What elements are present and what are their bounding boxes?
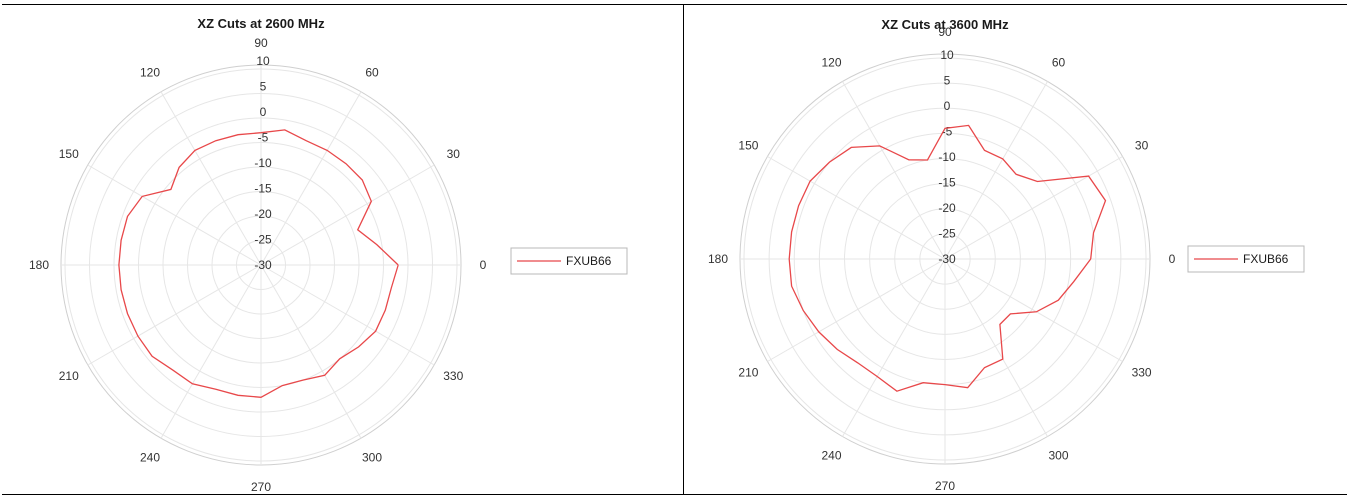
theta-tick-label: 300 xyxy=(1048,449,1068,463)
polar-spoke xyxy=(944,156,1123,260)
r-tick-label: -5 xyxy=(942,124,953,138)
r-tick-label: -30 xyxy=(254,258,272,272)
theta-tick-label: 210 xyxy=(738,366,758,380)
series-line xyxy=(118,129,399,398)
chart-1: 0 30 60 90 120 150 180 210 240 270 300 330 10 5 0 -5 -10… xyxy=(29,16,628,494)
theta-tick-label: 120 xyxy=(140,66,160,80)
theta-tick-label: 30 xyxy=(1135,139,1149,153)
theta-tick-label: 240 xyxy=(821,449,841,463)
polar-spoke xyxy=(260,164,435,266)
theta-tick-label: 330 xyxy=(1132,366,1152,380)
polar-spoke xyxy=(767,156,946,260)
r-tick-label: -20 xyxy=(254,207,272,221)
r-tick-label: -15 xyxy=(254,181,272,195)
polar-spoke xyxy=(767,258,946,362)
r-tick-label: -10 xyxy=(254,156,272,170)
r-tick-label: -15 xyxy=(938,175,956,189)
r-tick-label: -20 xyxy=(938,201,956,215)
polar-spoke xyxy=(260,264,362,439)
polar-spoke xyxy=(842,258,946,437)
figure-frame xyxy=(2,4,1347,495)
theta-tick-label: 180 xyxy=(29,258,49,272)
r-tick-label: 5 xyxy=(260,79,267,93)
r-tick-label: 0 xyxy=(944,99,951,113)
theta-tick-label: 90 xyxy=(254,36,268,50)
theta-tick-label: 210 xyxy=(59,369,79,383)
polar-spoke xyxy=(160,91,262,266)
theta-tick-label: 90 xyxy=(938,25,952,39)
theta-tick-label: 150 xyxy=(738,139,758,153)
theta-tick-label: 270 xyxy=(935,479,955,493)
theta-tick-label: 300 xyxy=(362,450,382,464)
panel-divider xyxy=(683,4,684,495)
polar-spoke xyxy=(944,258,1123,362)
chart-2: 0 30 60 90 120 150 180 210 240 270 300 330 10 5 0 -5 -10… xyxy=(708,17,1305,493)
theta-tick-label: 330 xyxy=(443,369,463,383)
r-tick-label: -25 xyxy=(254,232,272,246)
r-tick-label: 5 xyxy=(944,73,951,87)
r-tick-label: -10 xyxy=(938,150,956,164)
theta-tick-label: 30 xyxy=(447,147,461,161)
polar-spoke xyxy=(944,81,1048,260)
r-tick-label: 10 xyxy=(940,48,954,62)
polar-spoke xyxy=(160,264,262,439)
series-line xyxy=(788,124,1107,392)
chart-title: XZ Cuts at 3600 MHz xyxy=(881,17,1009,32)
legend: FXUB66 xyxy=(1187,245,1305,273)
theta-tick-label: 240 xyxy=(140,450,160,464)
theta-tick-label: 270 xyxy=(251,480,271,494)
r-tick-label: 10 xyxy=(256,54,270,68)
r-tick-label: -30 xyxy=(938,252,956,266)
polar-spoke xyxy=(842,81,946,260)
theta-tick-label: 60 xyxy=(1052,55,1066,69)
r-tick-label: -5 xyxy=(258,130,269,144)
r-tick-label: -25 xyxy=(938,226,956,240)
theta-tick-label: 150 xyxy=(59,147,79,161)
legend-label: FXUB66 xyxy=(566,254,612,268)
polar-spoke xyxy=(87,164,262,266)
polar-spoke xyxy=(260,264,435,366)
theta-tick-label: 0 xyxy=(480,258,487,272)
theta-tick-label: 0 xyxy=(1169,252,1176,266)
theta-tick-label: 180 xyxy=(708,252,728,266)
theta-tick-label: 120 xyxy=(821,55,841,69)
polar-spoke xyxy=(944,258,1048,437)
r-tick-label: 0 xyxy=(260,105,267,119)
theta-tick-label: 60 xyxy=(365,66,379,80)
legend-label: FXUB66 xyxy=(1243,252,1289,266)
polar-spoke xyxy=(260,91,362,266)
chart-title: XZ Cuts at 2600 MHz xyxy=(197,16,325,31)
legend: FXUB66 xyxy=(510,247,628,275)
polar-spoke xyxy=(87,264,262,366)
